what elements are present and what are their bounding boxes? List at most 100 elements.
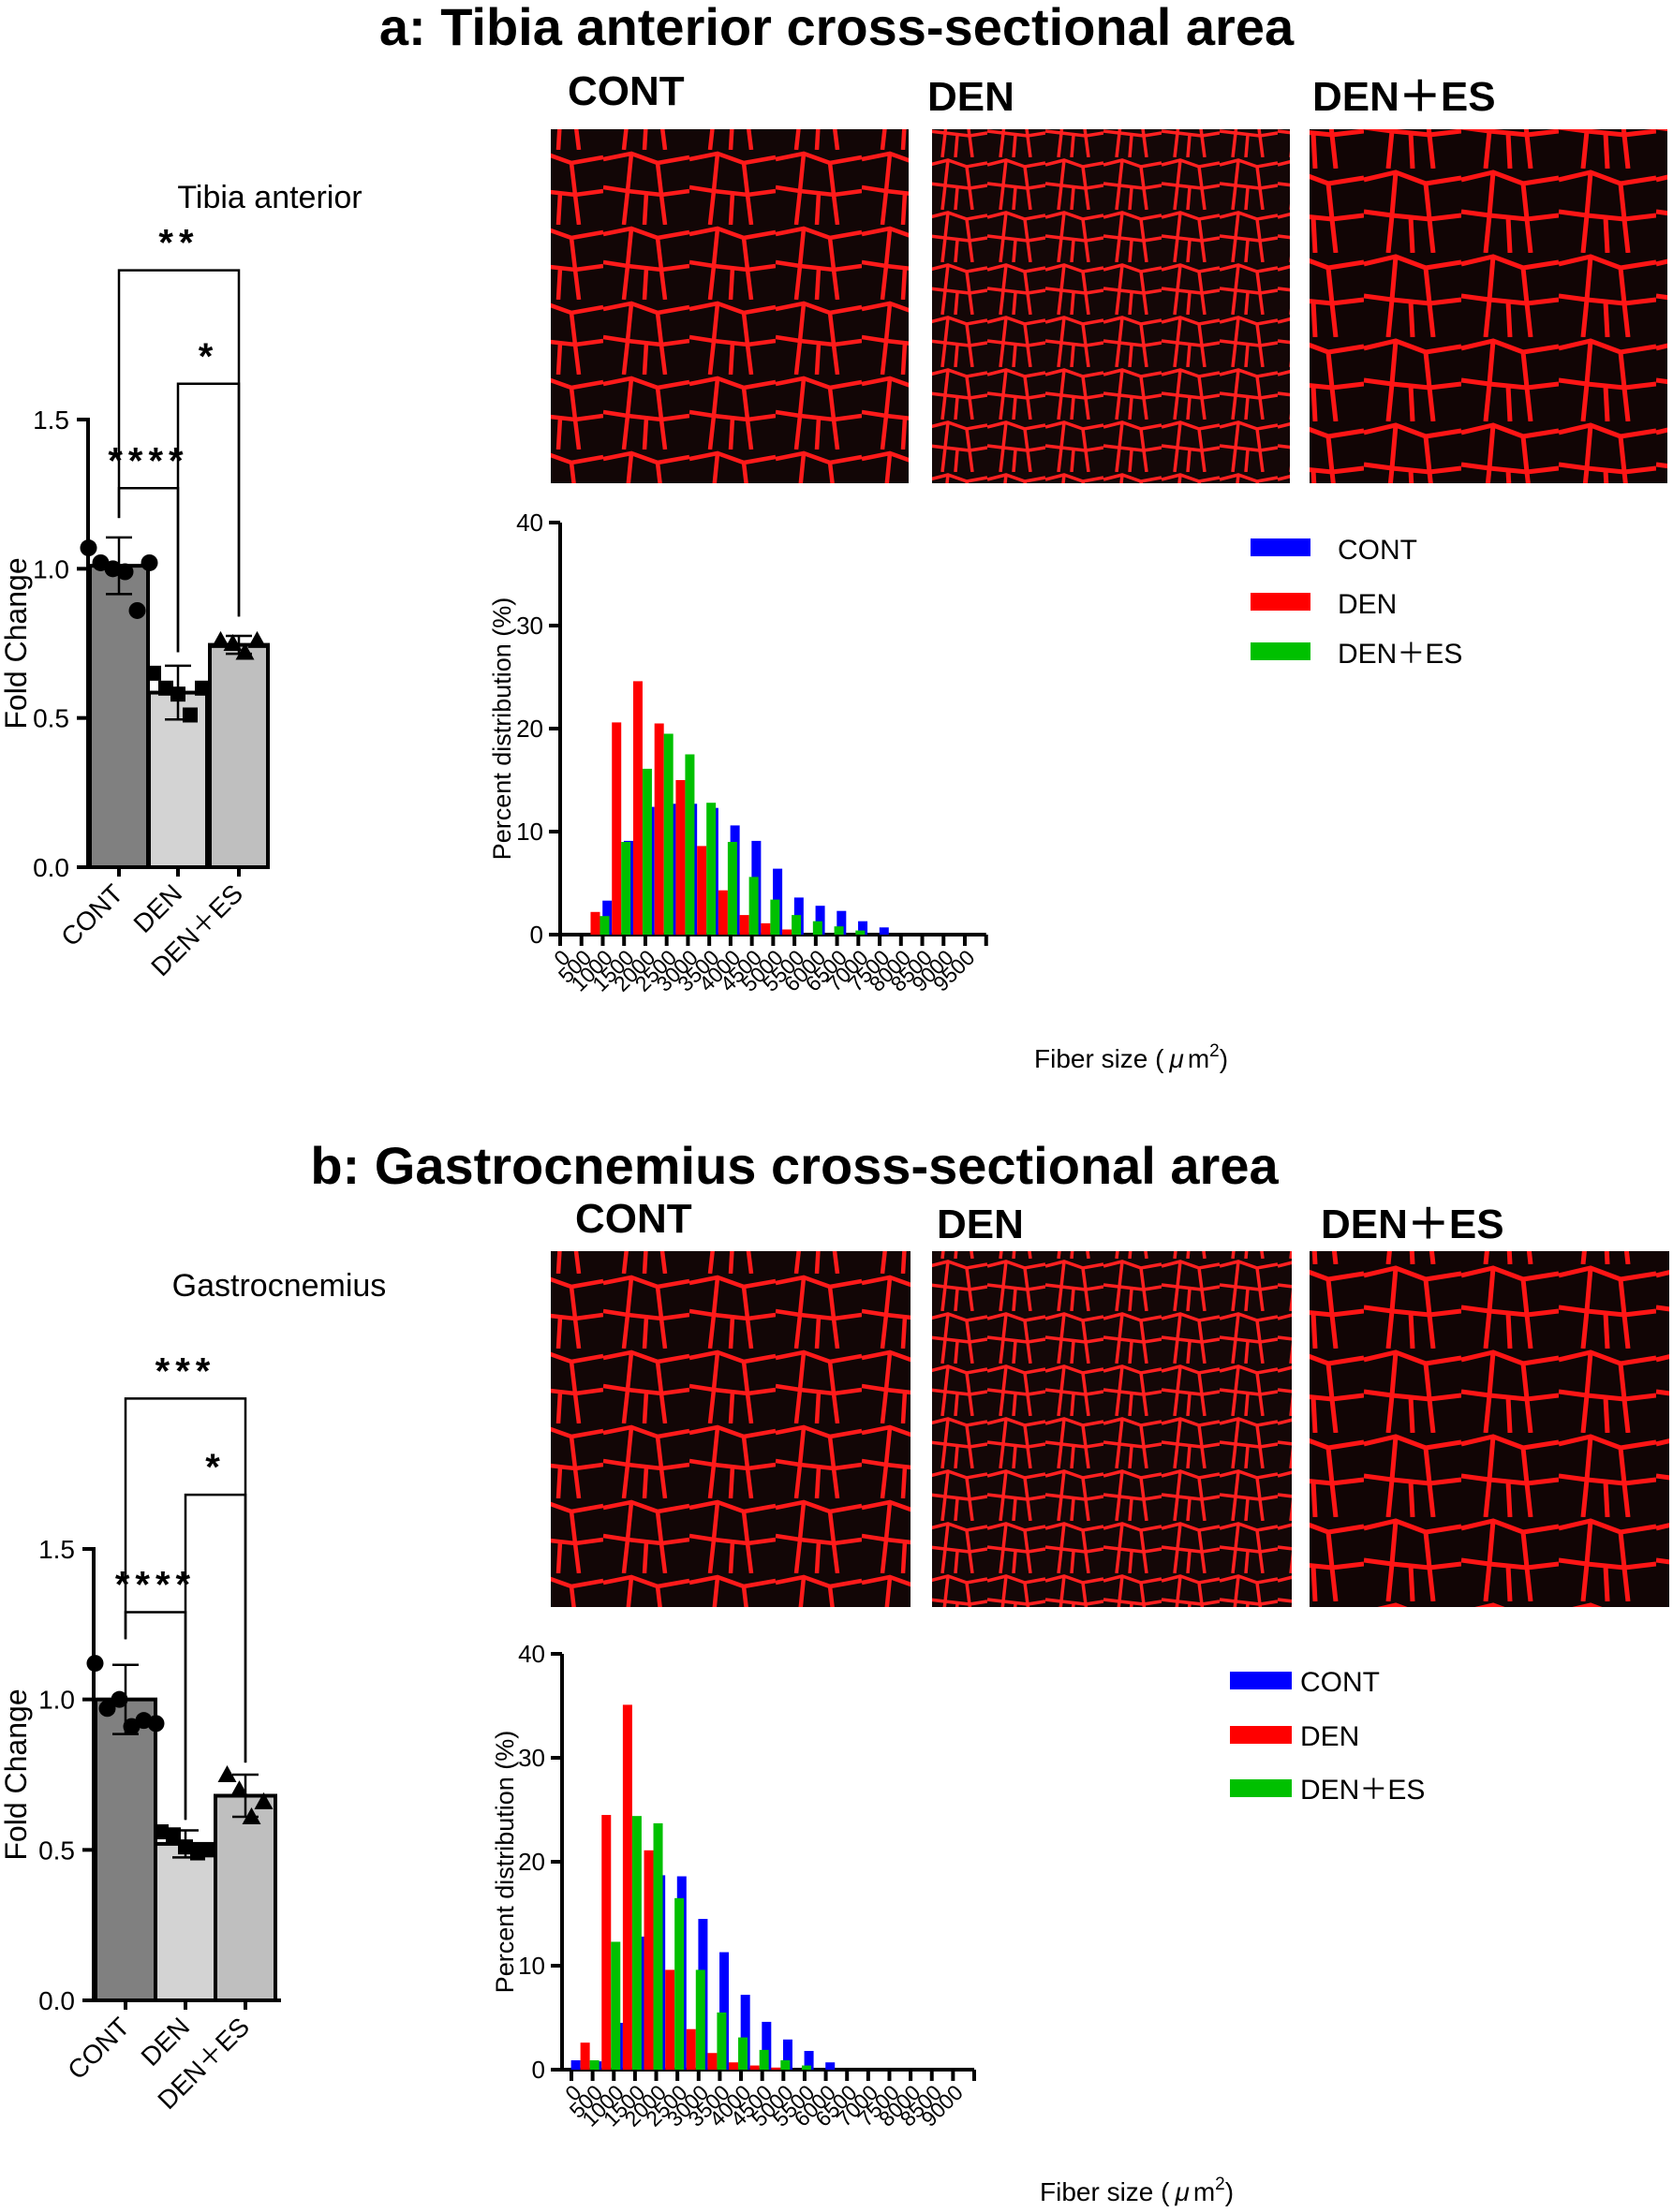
panel-b-hist-bar-cont-7 <box>719 1952 730 2070</box>
panel-b-hist-y-tick-label: 0 <box>532 2056 545 2084</box>
panel-a-hist-bar-den-10 <box>782 929 792 935</box>
panel-b-bar-y-label: Fold Change <box>0 1688 33 1860</box>
panel-a-hist-bar-denes-1 <box>600 916 610 935</box>
panel-a-hist-xlabel: Fiber size (μ m2) <box>1034 1041 1228 1073</box>
panel-a-bar-point-1 <box>146 665 161 681</box>
panel-b-hist-bar-den-8 <box>749 2065 760 2070</box>
panel-b-hist-bar-denes-0 <box>589 2060 600 2070</box>
panel-b-hist-bar-cont-12 <box>825 2062 836 2070</box>
panel-b-hist-y-tick-label: 10 <box>518 1952 545 1980</box>
panel-a-bar-bar-2 <box>208 642 270 869</box>
panel-b-bar-bar-1 <box>154 1841 217 2002</box>
panel-b-hist-bar-den-6 <box>707 2053 718 2070</box>
panel-a-hist-bar-den-9 <box>761 922 771 935</box>
panel-a-hist-bar-den-5 <box>675 780 686 935</box>
panel-b-legend-swatch-den-es <box>1230 1779 1292 1797</box>
panel-a-micrograph-den-es <box>1310 129 1667 483</box>
panel-a-bar-point-2 <box>223 634 243 651</box>
panel-a-bar-point-2 <box>235 642 255 660</box>
panel-a-hist-bar-denes-9 <box>770 899 780 935</box>
panel-b-hist-y-label: Percent distribution (%) <box>491 1731 519 1994</box>
panel-a-hist-y-tick-label: 20 <box>516 715 543 743</box>
panel-a-bar-x-tick-label-0: CONT <box>55 878 128 951</box>
panel-b-bar-y-tick-label: 1.5 <box>38 1535 75 1564</box>
panel-a-hist-bar-denes-11 <box>812 921 822 935</box>
panel-a-hist-y-label: Percent distribution (%) <box>488 597 516 861</box>
panel-a-hist-bar-den-8 <box>739 915 749 935</box>
panel-a-hist-bar-denes-7 <box>727 842 737 935</box>
panel-a-hist-bar-den-7 <box>718 890 728 935</box>
panel-a-bar-y-label: Fold Change <box>0 557 33 729</box>
panel-a-hist-bar-denes-3 <box>642 768 652 935</box>
panel-b-bar-y-tick-label: 0.0 <box>38 1986 75 2015</box>
panel-b-hist-bar-denes-9 <box>780 2060 791 2070</box>
panel-b-micrograph-cont <box>551 1251 911 1607</box>
panel-b-hist-bar-den-9 <box>771 2067 781 2070</box>
panel-a-bar-y-tick-label: 1.5 <box>33 406 69 435</box>
panel-a-hist-bar-denes-8 <box>748 877 759 935</box>
panel-a-bar-significance-2: **** <box>108 440 188 481</box>
panel-b-bar-title: Gastrocnemius <box>172 1268 387 1304</box>
panel-a-bar-point-1 <box>158 680 173 696</box>
panel-a-hist-bar-denes-6 <box>706 803 717 935</box>
panel-a-bar-point-1 <box>183 707 198 723</box>
panel-b-bar-bracket-2 <box>124 1611 187 1821</box>
panel-a-hist-bar-denes-10 <box>792 915 802 935</box>
panel-a-hist-bar-cont-15 <box>879 927 889 935</box>
panel-a-bar-bracket-2 <box>117 487 180 653</box>
panel-b-bar-significance-0: *** <box>155 1350 216 1392</box>
panel-a-bar-y-tick-label: 1.0 <box>33 554 69 583</box>
panel-a-bar-y-tick-label: 0.0 <box>33 853 69 882</box>
panel-b-hist-bar-den-7 <box>729 2062 739 2070</box>
panel-b-hist-bar-cont-11 <box>804 2051 814 2070</box>
panel-b-hist-bar-den-4 <box>665 1969 675 2070</box>
panel-a-image-label-den: DEN <box>927 74 1014 120</box>
panel-b-hist-bar-denes-4 <box>674 1897 685 2070</box>
panel-b-title: b: Gastrocnemius cross-sectional area <box>310 1136 1279 1195</box>
panel-b-hist-bar-den-2 <box>622 1704 632 2070</box>
panel-b-micrograph-den <box>932 1251 1292 1607</box>
panel-a-bar-title: Tibia anterior <box>177 180 362 215</box>
panel-a-hist-bar-denes-12 <box>834 926 844 935</box>
panel-a-hist-bar-den-3 <box>632 681 643 935</box>
panel-a-image-label-cont: CONT <box>568 68 685 114</box>
panel-a-legend-swatch-den-es <box>1251 642 1310 660</box>
panel-b-legend-den-es: DEN＋ES <box>1300 1775 1425 1806</box>
panel-b-bar-point-1 <box>166 1827 181 1843</box>
panel-a-legend-swatch-cont <box>1251 538 1310 556</box>
panel-b-bar-point-2 <box>242 1806 261 1824</box>
panel-a-bar-point-2 <box>247 630 267 648</box>
panel-b-bar-bar-0 <box>94 1697 157 2002</box>
panel-b-hist-bar-cont-0 <box>570 2060 581 2070</box>
panel-a-legend-den-es: DEN＋ES <box>1338 639 1462 670</box>
panel-a-legend-cont: CONT <box>1338 535 1417 566</box>
panel-b-hist-bar-cont-10 <box>782 2039 792 2070</box>
panel-a-hist-bar-cont-14 <box>858 921 868 935</box>
panel-a-bar-point-1 <box>195 680 210 696</box>
panel-b-bar-significance-1: * <box>205 1447 226 1488</box>
panel-b-legend-swatch-cont <box>1230 1672 1292 1689</box>
panel-b-hist-y-tick-label: 30 <box>518 1744 545 1772</box>
panel-b-hist-bar-denes-7 <box>738 2037 748 2070</box>
panel-b-hist-bar-cont-8 <box>740 1995 750 2070</box>
panel-b-bar-y-tick-label: 0.5 <box>38 1836 75 1865</box>
panel-a-image-label-den-es: DEN＋ES <box>1312 74 1496 120</box>
panel-a-hist-bar-denes-2 <box>621 842 631 935</box>
panel-b-image-label-cont: CONT <box>575 1196 692 1242</box>
panel-a-legend-swatch-den <box>1251 593 1310 611</box>
panel-a-bar-point-0 <box>141 553 158 571</box>
panel-a-hist-y-tick-label: 0 <box>530 921 543 949</box>
panel-b-legend-den: DEN <box>1300 1721 1359 1752</box>
panel-a-hist-bar-denes-13 <box>855 930 866 935</box>
panel-a-hist-bar-den-4 <box>654 723 664 935</box>
panel-b-bar-x-tick-label-0: CONT <box>62 2012 135 2085</box>
panel-b-micrograph-den-es <box>1310 1251 1669 1607</box>
panel-b-bar-point-0 <box>86 1655 104 1673</box>
panel-b-bar-point-1 <box>178 1839 193 1855</box>
panel-b-bar-point-0 <box>147 1715 165 1733</box>
panel-a-bar-point-0 <box>80 539 97 557</box>
